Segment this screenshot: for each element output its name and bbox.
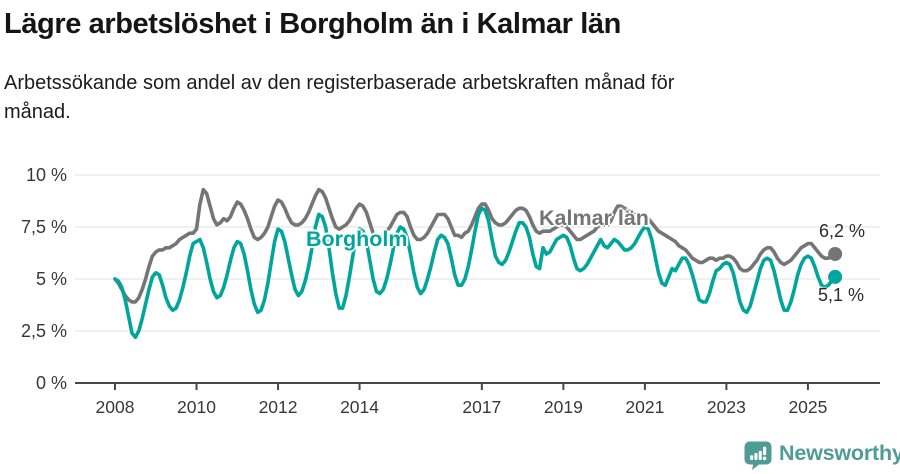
chart-subtitle: Arbetssökande som andel av den registerb… — [4, 69, 884, 127]
end-value-label-borgholm: 5,1 % — [818, 285, 865, 305]
series-line-borgholm — [113, 206, 837, 339]
x-tick-label: 2010 — [177, 397, 216, 417]
series-end-dot-kalmar — [828, 247, 843, 261]
x-tick-label: 2025 — [788, 397, 828, 417]
subtitle-line-2: månad. — [4, 101, 71, 123]
brand-wordmark: Newsworthy — [779, 441, 900, 465]
x-axis-labels: 2008 2010 2012 2014 2017 2019 2021 2023 2025 — [0, 396, 900, 420]
y-tick-label: 7,5 % — [20, 217, 67, 237]
x-tick-label: 2014 — [340, 397, 380, 417]
end-value-label-kalmar: 6,2 % — [819, 221, 866, 241]
series-line-kalmar — [113, 187, 837, 304]
newsworthy-logo: Newsworthy — [744, 440, 900, 470]
x-tick-label: 2023 — [706, 397, 746, 417]
x-tick-label: 2017 — [462, 397, 502, 417]
x-tick-label: 2019 — [543, 397, 583, 417]
y-axis-labels: 0 % 2,5 % 5 % 7,5 % 10 % — [0, 0, 67, 474]
subtitle-line-1: Arbetssökande som andel av den registerb… — [4, 72, 675, 94]
y-tick-label: 5 % — [35, 269, 67, 289]
x-tick-label: 2008 — [95, 397, 135, 417]
x-tick-label: 2012 — [258, 397, 298, 417]
bar-chart-speech-bubble-icon — [744, 441, 772, 474]
series-label-kalmar: Kalmar län — [539, 206, 649, 230]
y-tick-label: 2,5 % — [20, 321, 67, 341]
y-tick-label: 0 % — [35, 373, 67, 393]
series-label-borgholm: Borgholm — [306, 227, 408, 251]
series-end-dot-borgholm — [828, 269, 843, 284]
y-tick-label: 10 % — [25, 165, 67, 185]
x-tick-label: 2021 — [625, 397, 665, 417]
page-title: Lägre arbetslöshet i Borgholm än i Kalma… — [4, 8, 621, 40]
